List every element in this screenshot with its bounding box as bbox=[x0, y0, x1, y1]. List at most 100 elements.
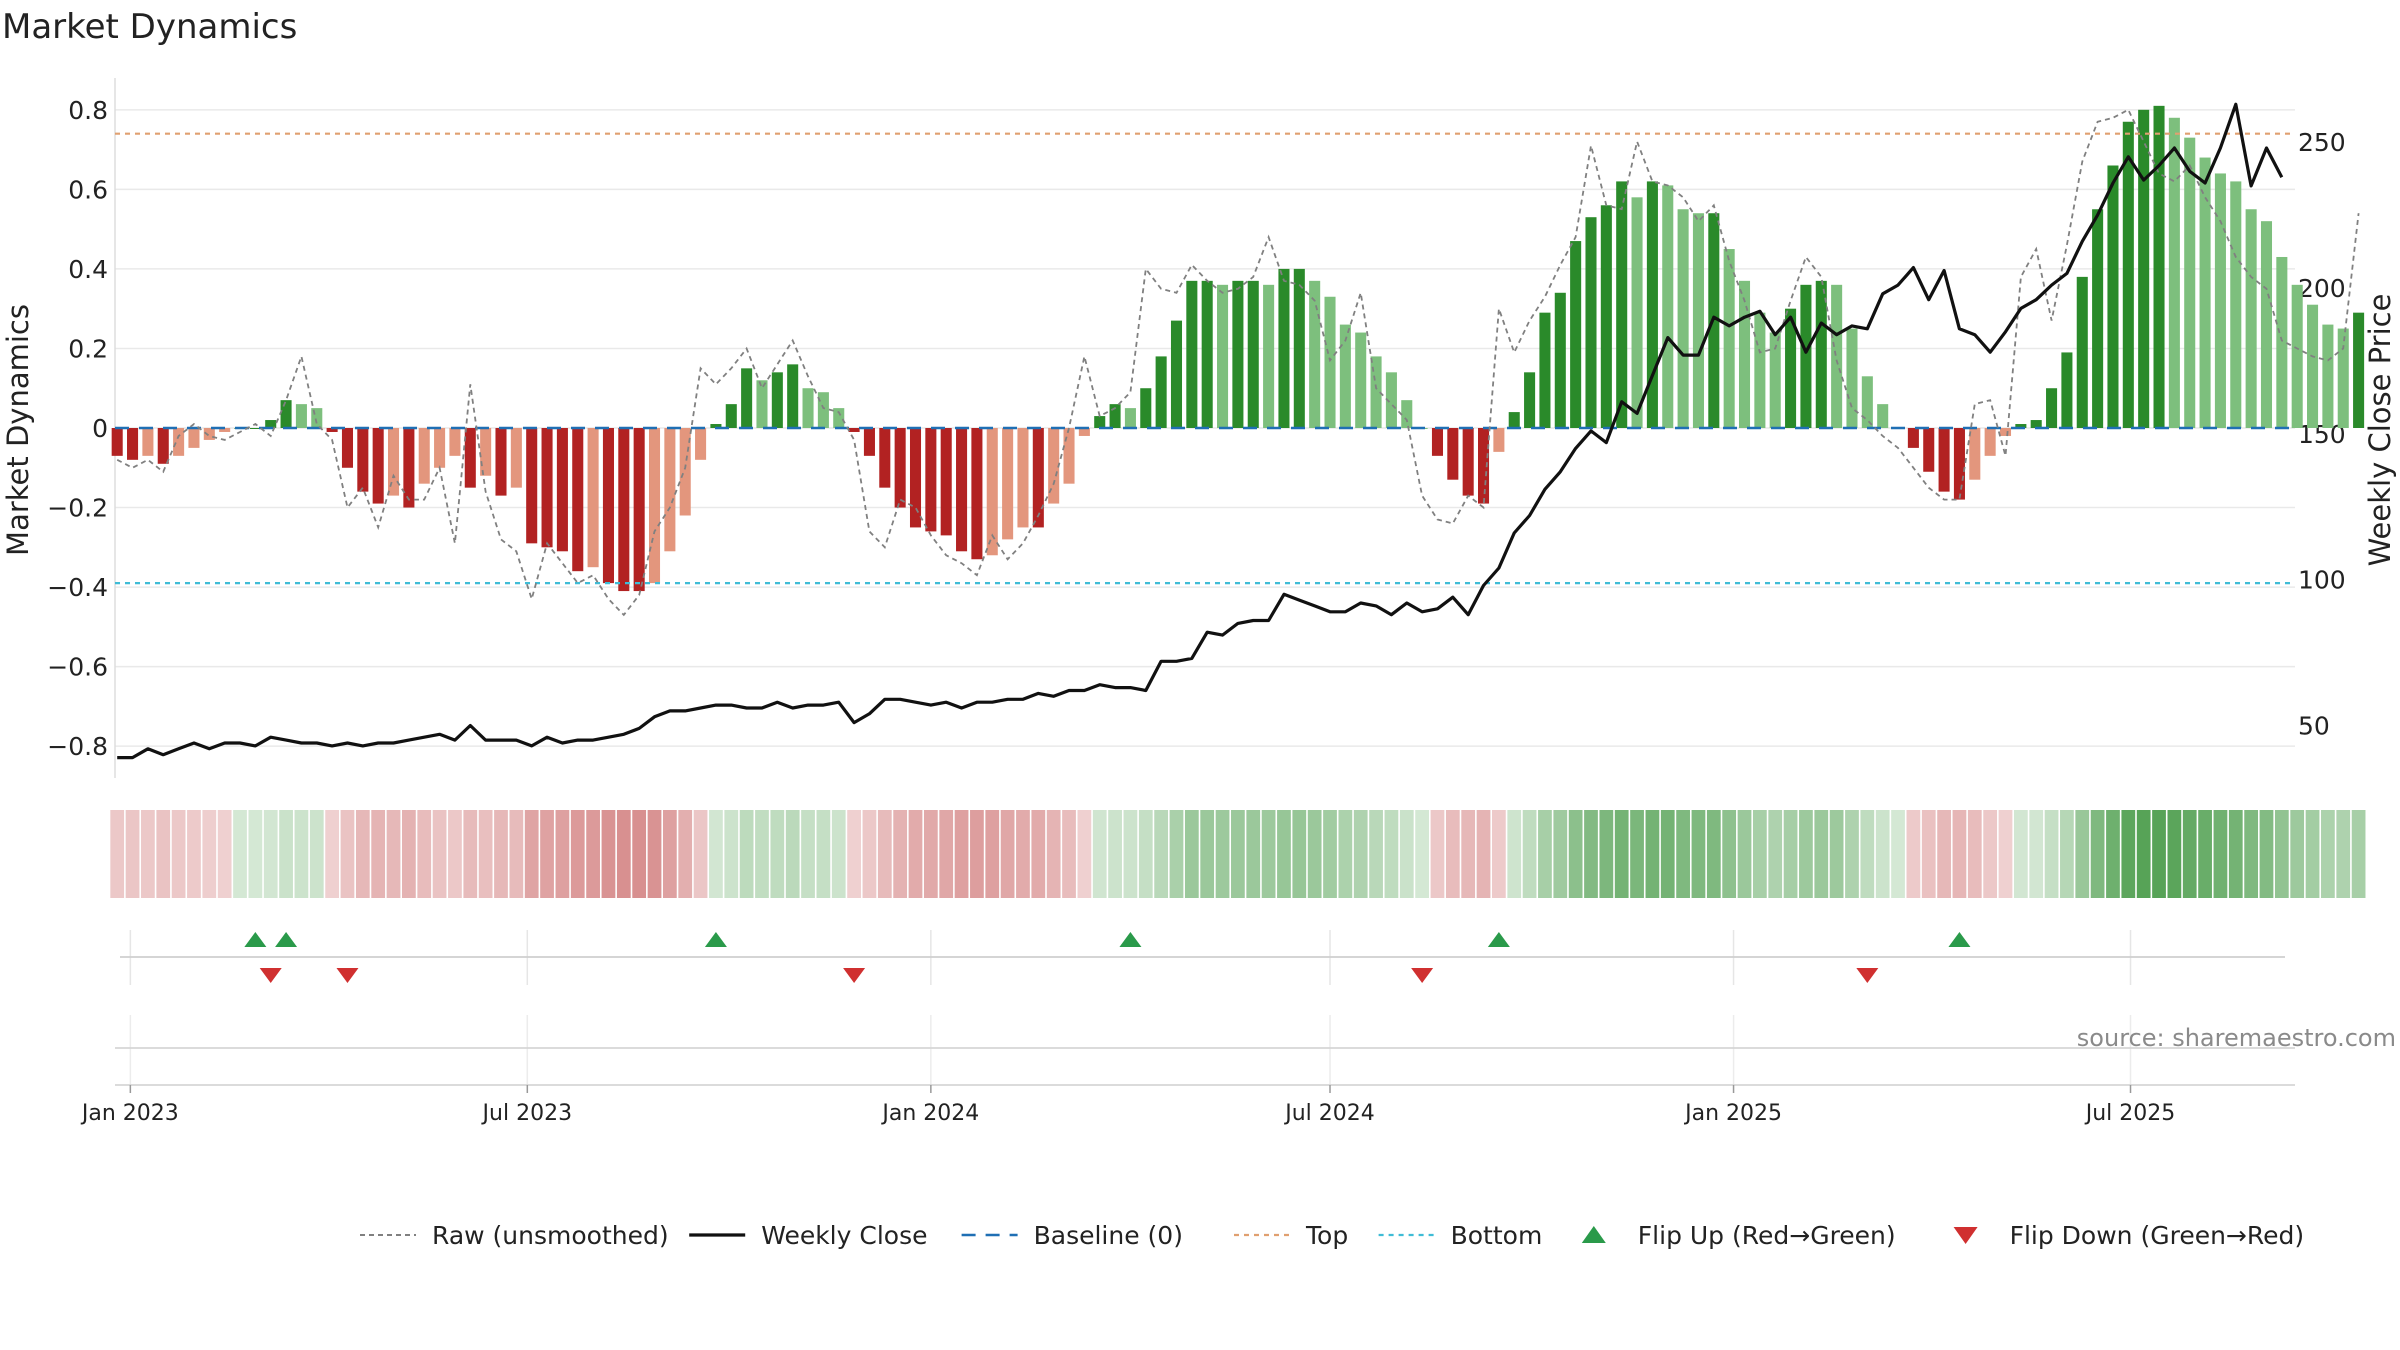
y-tick-label: −0.6 bbox=[47, 653, 108, 682]
legend: Raw (unsmoothed) Weekly Close Baseline (0)… bbox=[360, 1221, 2304, 1250]
regime-cell bbox=[1875, 810, 1890, 898]
bar bbox=[2030, 420, 2042, 428]
bar bbox=[1646, 181, 1658, 428]
bar bbox=[1923, 428, 1935, 472]
regime-cell bbox=[340, 810, 355, 898]
bar bbox=[1447, 428, 1459, 480]
bar bbox=[1140, 388, 1152, 428]
bar bbox=[633, 428, 645, 592]
bar bbox=[1738, 280, 1751, 428]
bar bbox=[894, 428, 906, 508]
bar bbox=[1324, 296, 1336, 428]
regime-cell bbox=[1369, 810, 1383, 898]
regime-cell bbox=[110, 810, 125, 898]
close-series-layer bbox=[117, 102, 2284, 760]
bar bbox=[526, 428, 538, 544]
regime-cell bbox=[279, 810, 293, 898]
regime-cell bbox=[1614, 810, 1629, 898]
bars-layer bbox=[111, 105, 2365, 592]
regime-cell bbox=[1829, 810, 1844, 898]
regime-cell bbox=[294, 810, 309, 898]
regime-strip bbox=[110, 810, 2366, 898]
regime-cell bbox=[402, 810, 416, 898]
regime-cell bbox=[248, 810, 263, 898]
regime-cell bbox=[923, 810, 938, 898]
regime-cell bbox=[432, 810, 447, 898]
bar bbox=[817, 392, 829, 428]
bar bbox=[1401, 400, 1413, 428]
raw-series-layer bbox=[116, 108, 2360, 617]
y2-tick-label: 250 bbox=[2298, 128, 2346, 157]
regime-cell bbox=[371, 810, 386, 898]
bar bbox=[449, 428, 461, 456]
regime-cell bbox=[2198, 810, 2212, 898]
bar bbox=[848, 428, 860, 432]
regime-cell bbox=[1261, 810, 1276, 898]
flip-down-marker bbox=[336, 968, 359, 983]
bar bbox=[2153, 105, 2165, 428]
bar bbox=[2276, 256, 2288, 428]
legend-item-baseline: Baseline (0) bbox=[961, 1221, 1183, 1250]
regime-cell bbox=[2106, 810, 2120, 898]
bar bbox=[1570, 241, 1582, 428]
bar bbox=[1385, 372, 1397, 428]
bar bbox=[1953, 428, 1965, 500]
regime-cell bbox=[601, 810, 616, 898]
regime-cell bbox=[309, 810, 324, 898]
regime-cell bbox=[1538, 810, 1552, 898]
regime-cell bbox=[1921, 810, 1936, 898]
y-tick-label: 0.6 bbox=[68, 175, 108, 204]
regime-cell bbox=[509, 810, 524, 898]
bar bbox=[1293, 268, 1305, 428]
regime-cell bbox=[693, 810, 708, 898]
y-tick-label: 0.4 bbox=[68, 255, 108, 284]
regime-cell bbox=[770, 810, 785, 898]
legend-item-flipdown: Flip Down (Green→Red) bbox=[1953, 1221, 2304, 1250]
bar bbox=[2092, 209, 2104, 428]
bar bbox=[434, 428, 446, 468]
flip-down-marker bbox=[259, 968, 282, 983]
bar bbox=[280, 400, 292, 428]
bar bbox=[833, 408, 845, 428]
bar bbox=[219, 428, 231, 432]
regime-cell bbox=[217, 810, 232, 898]
regime-cell bbox=[1860, 810, 1875, 898]
legend-label: Raw (unsmoothed) bbox=[432, 1221, 669, 1250]
regime-cell bbox=[2167, 810, 2182, 898]
bar bbox=[1800, 284, 1812, 428]
bar bbox=[1508, 412, 1520, 428]
regime-cell bbox=[939, 810, 954, 898]
legend-item-top: Top bbox=[1234, 1221, 1348, 1250]
y-axis-label: Market Dynamics bbox=[1, 304, 35, 556]
bar bbox=[1355, 332, 1367, 428]
bar bbox=[1861, 376, 1873, 428]
bar bbox=[2337, 328, 2349, 428]
regime-cell bbox=[1277, 810, 1291, 898]
y-tick-label: −0.4 bbox=[47, 573, 108, 602]
flip-up-marker bbox=[275, 932, 298, 947]
bar bbox=[940, 428, 952, 536]
bar bbox=[986, 428, 998, 556]
regime-cell bbox=[1108, 810, 1122, 898]
regime-cell bbox=[1445, 810, 1460, 898]
bar bbox=[572, 428, 584, 572]
bar bbox=[1078, 428, 1090, 436]
chart-title: Market Dynamics bbox=[2, 7, 297, 47]
bar bbox=[1754, 312, 1766, 428]
regime-cell bbox=[202, 810, 217, 898]
flip-up-marker bbox=[1119, 932, 1142, 947]
regime-cell bbox=[2244, 810, 2259, 898]
bar bbox=[971, 428, 983, 560]
regime-cell bbox=[1215, 810, 1230, 898]
regime-cell bbox=[1553, 810, 1568, 898]
bar bbox=[1478, 428, 1490, 504]
bar bbox=[1907, 428, 1919, 448]
regime-cell bbox=[632, 810, 647, 898]
regime-cell bbox=[2182, 810, 2197, 898]
regime-cell bbox=[1353, 810, 1368, 898]
regime-cell bbox=[2321, 810, 2335, 898]
source-note: source: sharemaestro.com bbox=[2077, 1024, 2396, 1052]
regime-cell bbox=[2274, 810, 2289, 898]
flip-down-marker bbox=[1856, 968, 1879, 983]
flip-up-marker bbox=[704, 932, 727, 947]
